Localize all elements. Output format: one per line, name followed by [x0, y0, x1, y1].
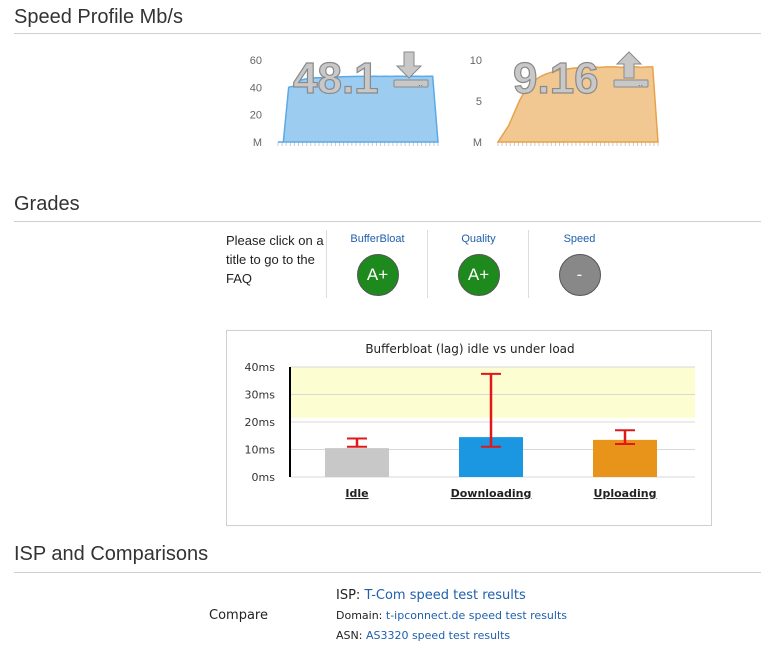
- section-divider: [14, 33, 761, 34]
- grade-speed-title[interactable]: Speed: [563, 233, 596, 245]
- isp-line: ISP: T-Com speed test results: [336, 588, 526, 603]
- error-bar-idle: [347, 437, 367, 448]
- grade-speed: Speed -: [528, 230, 630, 298]
- grade-quality-badge: A+: [457, 254, 500, 296]
- isp-comparisons-title: ISP and Comparisons: [14, 543, 209, 565]
- category-label-uploading[interactable]: Uploading: [594, 487, 657, 500]
- compare-label: Compare: [209, 608, 268, 623]
- domain-prefix: Domain:: [336, 609, 383, 622]
- y-tick-label: M: [253, 137, 262, 149]
- upload-speed-chart: M 5 10 9.16..: [458, 46, 668, 156]
- y-tick-label: 40ms: [245, 361, 276, 374]
- bar-idle: [325, 448, 389, 477]
- grade-bufferbloat-badge: A+: [356, 254, 399, 296]
- upload-speed-value: 9.16: [513, 54, 599, 103]
- bar-uploading: [593, 439, 657, 477]
- isp-results-link[interactable]: T-Com speed test results: [364, 588, 526, 603]
- section-divider: [14, 572, 761, 573]
- grade-speed-badge: -: [558, 254, 601, 296]
- section-divider: [14, 221, 761, 222]
- y-tick-label: 60: [250, 55, 262, 67]
- y-tick-label: 40: [250, 82, 262, 94]
- y-tick-label: 0ms: [252, 471, 276, 484]
- asn-results-link[interactable]: AS3320 speed test results: [365, 629, 511, 642]
- svg-text:..: ..: [418, 78, 423, 88]
- y-tick-label: 20: [250, 110, 262, 122]
- domain-results-link[interactable]: t-ipconnect.de speed test results: [385, 609, 568, 622]
- grades-faq-note: Please click on a title to go to the FAQ: [226, 233, 324, 286]
- download-chart-svg: M 20 40 60 48.1..: [250, 51, 439, 149]
- bufferbloat-chart-title: Bufferbloat (lag) idle vs under load: [365, 342, 574, 356]
- grade-bufferbloat-title[interactable]: BufferBloat: [350, 233, 405, 245]
- upload-chart-svg: M 5 10 9.16..: [470, 51, 659, 149]
- y-tick-label: 20ms: [245, 416, 276, 429]
- download-speed-value: 48.1: [293, 54, 379, 103]
- bufferbloat-chart: Bufferbloat (lag) idle vs under load 0ms 1…: [226, 330, 712, 526]
- category-label-downloading[interactable]: Downloading: [451, 487, 532, 500]
- download-speed-area: [278, 75, 439, 143]
- y-tick-label: M: [473, 137, 482, 149]
- upload-arrow-icon: ..: [613, 51, 649, 88]
- speed-profile-title: Speed Profile Mb/s: [14, 6, 183, 28]
- bufferbloat-chart-svg: Bufferbloat (lag) idle vs under load 0ms 1…: [245, 342, 695, 500]
- domain-line: Domain: t-ipconnect.de speed test result…: [336, 609, 567, 622]
- asn-prefix: ASN:: [336, 629, 363, 642]
- asn-line: ASN: AS3320 speed test results: [336, 629, 510, 642]
- svg-text:..: ..: [638, 78, 643, 88]
- download-arrow-icon: ..: [393, 51, 429, 88]
- y-tick-label: 30ms: [245, 389, 276, 402]
- grade-bufferbloat: BufferBloat A+: [326, 230, 428, 298]
- grades-title: Grades: [14, 193, 80, 215]
- y-tick-label: 10ms: [245, 444, 276, 457]
- isp-prefix: ISP:: [336, 588, 361, 603]
- bufferbloat-high-latency-band: [290, 367, 695, 418]
- download-speed-chart: M 20 40 60 48.1..: [238, 46, 448, 156]
- grade-quality-title[interactable]: Quality: [461, 233, 496, 245]
- y-tick-label: 5: [476, 96, 482, 108]
- grade-quality: Quality A+: [427, 230, 529, 298]
- y-tick-label: 10: [470, 55, 482, 67]
- category-label-idle[interactable]: Idle: [345, 487, 368, 500]
- error-bar-uploading: [615, 429, 635, 445]
- error-bar-downloading: [481, 372, 501, 448]
